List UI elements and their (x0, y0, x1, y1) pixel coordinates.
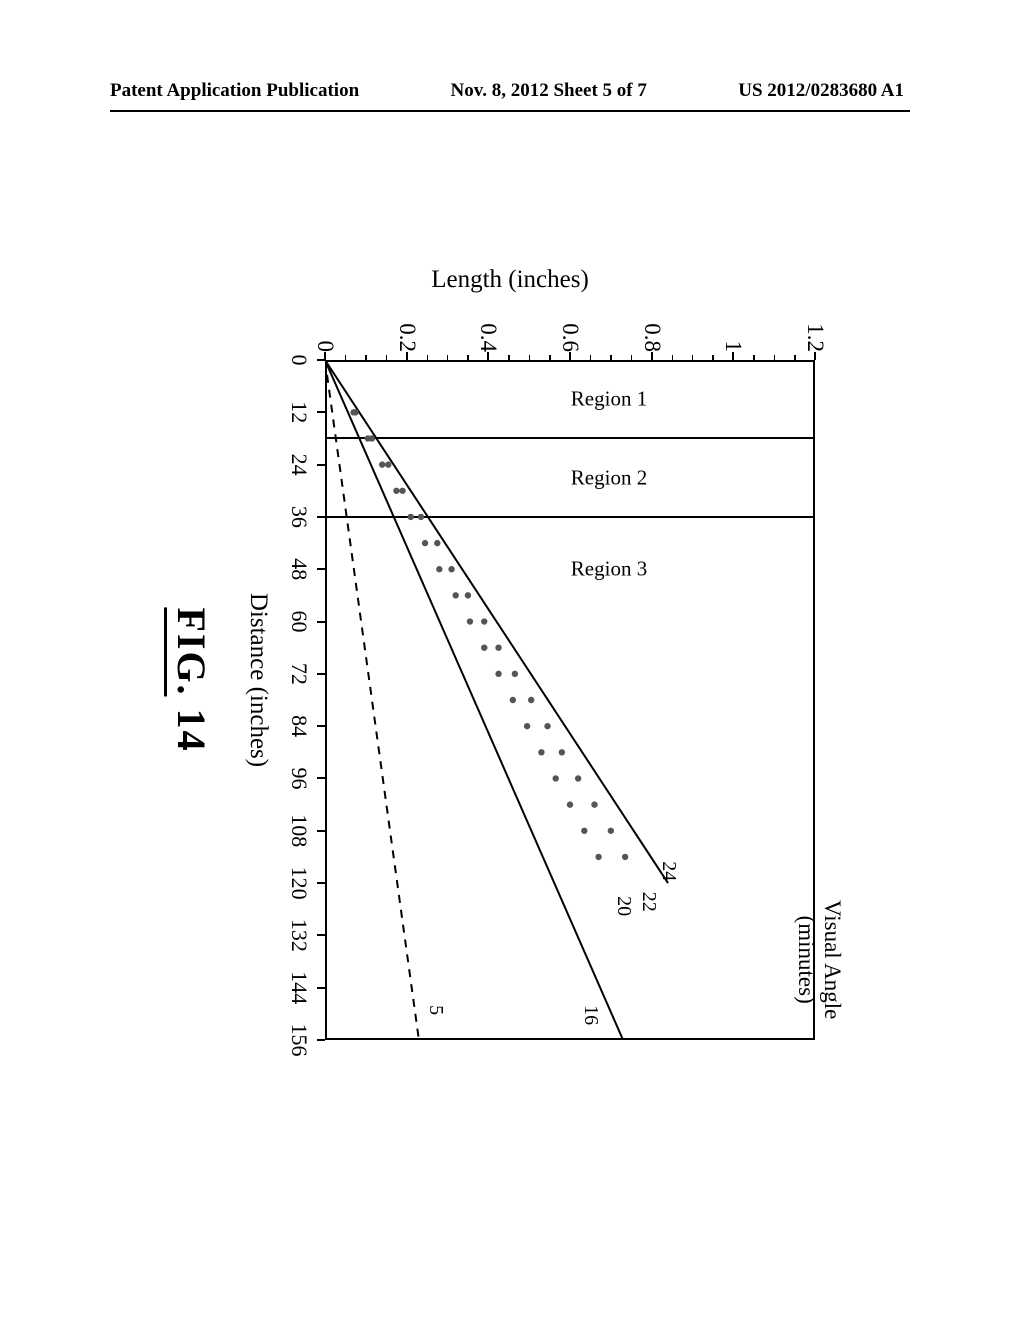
y-tick (814, 352, 816, 360)
data-point (365, 435, 371, 441)
x-tick (317, 934, 325, 936)
data-point (495, 644, 501, 650)
x-tick (317, 673, 325, 675)
data-point (467, 618, 473, 624)
y-tick (651, 352, 653, 360)
header-center: Nov. 8, 2012 Sheet 5 of 7 (451, 80, 647, 102)
data-point (434, 540, 440, 546)
x-tick-label: 156 (286, 1024, 312, 1057)
x-tick (317, 830, 325, 832)
page-header: Patent Application Publication Nov. 8, 2… (0, 80, 1024, 102)
y-tick (406, 352, 408, 360)
data-point (408, 514, 414, 520)
x-tick-label: 48 (286, 558, 312, 580)
x-axis-label: Distance (inches) (244, 593, 272, 767)
header-left: Patent Application Publication (110, 80, 359, 102)
header-right: US 2012/0283680 A1 (738, 80, 904, 102)
data-point (510, 697, 516, 703)
data-point (418, 514, 424, 520)
data-point (538, 749, 544, 755)
figure-label: FIG. 14 (168, 607, 215, 752)
data-point (481, 644, 487, 650)
data-point (559, 749, 565, 755)
y-tick-label: 0 (312, 341, 338, 353)
y-tick-label: 0.6 (557, 323, 583, 352)
x-tick-label: 108 (286, 814, 312, 847)
iso-line (325, 360, 623, 1040)
x-tick-label: 132 (286, 919, 312, 952)
x-tick (317, 621, 325, 623)
x-tick (317, 359, 325, 361)
x-tick (317, 516, 325, 518)
data-point (385, 461, 391, 467)
data-point (422, 540, 428, 546)
y-tick-label: 1 (720, 341, 746, 353)
x-tick-label: 24 (286, 454, 312, 476)
data-point (581, 828, 587, 834)
chart-svg-overlay (325, 360, 815, 1040)
x-tick (317, 882, 325, 884)
iso-line (325, 360, 668, 883)
y-tick-label: 0.4 (475, 323, 501, 352)
data-point (591, 801, 597, 807)
data-point (512, 671, 518, 677)
data-point (350, 409, 356, 415)
data-point (528, 697, 534, 703)
figure-label-number: 14 (169, 709, 214, 753)
x-tick-label: 120 (286, 867, 312, 900)
data-point (595, 854, 601, 860)
data-point (436, 566, 442, 572)
x-tick (317, 987, 325, 989)
data-point (524, 723, 530, 729)
data-point (553, 775, 559, 781)
data-point (448, 566, 454, 572)
x-tick (317, 411, 325, 413)
y-tick-label: 0.8 (639, 323, 665, 352)
x-tick (317, 464, 325, 466)
x-tick-label: 144 (286, 971, 312, 1004)
x-tick-label: 84 (286, 715, 312, 737)
data-point (622, 854, 628, 860)
x-tick-label: 60 (286, 611, 312, 633)
x-tick (317, 777, 325, 779)
x-tick (317, 1039, 325, 1041)
x-tick-label: 72 (286, 663, 312, 685)
x-tick-label: 36 (286, 506, 312, 528)
y-tick (569, 352, 571, 360)
x-tick-label: 12 (286, 401, 312, 423)
data-point (452, 592, 458, 598)
data-point (393, 488, 399, 494)
data-point (399, 488, 405, 494)
x-tick-label: 0 (286, 355, 312, 366)
y-axis-label: Length (inches) (431, 266, 589, 294)
figure-label-prefix: FIG. (164, 607, 214, 696)
data-point (481, 618, 487, 624)
data-point (495, 671, 501, 677)
data-point (544, 723, 550, 729)
data-point (608, 828, 614, 834)
x-tick (317, 568, 325, 570)
figure-area: Length (inches) Distance (inches) FIG. 1… (110, 170, 910, 1190)
rotated-figure: Length (inches) Distance (inches) FIG. 1… (110, 170, 910, 1190)
y-tick-label: 1.2 (802, 323, 828, 352)
x-tick-label: 96 (286, 767, 312, 789)
y-tick (732, 352, 734, 360)
data-point (567, 801, 573, 807)
y-tick-label: 0.2 (394, 323, 420, 352)
iso-line (325, 360, 419, 1040)
x-tick (317, 725, 325, 727)
data-point (379, 461, 385, 467)
header-rule (110, 110, 910, 112)
data-point (465, 592, 471, 598)
data-point (575, 775, 581, 781)
